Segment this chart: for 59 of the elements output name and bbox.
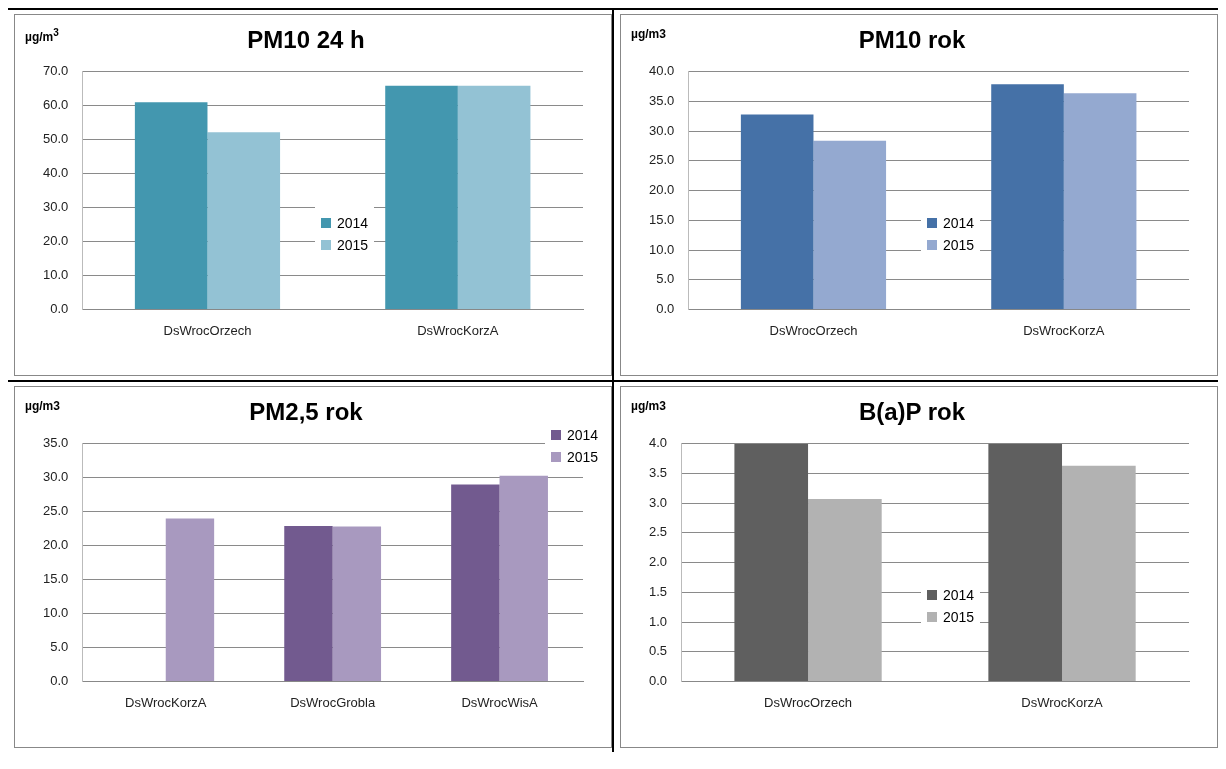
y-tick-label: 0.0 [50, 300, 69, 316]
legend-label: 2014 [943, 587, 975, 603]
x-tick-label: DsWrocGrobla [290, 694, 376, 710]
y-tick-label: 10.0 [42, 267, 69, 283]
y-tick-label: 2.5 [648, 524, 668, 540]
y-tick-label: 15.0 [42, 571, 69, 587]
y-tick-label: 0.0 [50, 672, 69, 688]
y-tick-label: 30.0 [42, 199, 69, 215]
y-tick-label: 20.0 [42, 233, 69, 249]
y-tick-label: 0.0 [648, 672, 668, 688]
y-tick-label: 15.0 [648, 211, 675, 227]
y-tick-label: 3.0 [648, 494, 668, 510]
chart-title: B(a)P rok [858, 398, 966, 426]
y-axis-title: µg/m3 [25, 399, 60, 413]
y-tick-label: 1.5 [648, 583, 668, 599]
legend-label: 2014 [337, 215, 369, 231]
y-tick-label: 0.5 [648, 643, 668, 659]
y-tick-label: 40.0 [42, 165, 69, 181]
y-tick-label: 5.0 [656, 271, 675, 287]
y-tick-label: 25.0 [42, 503, 69, 519]
y-tick-label: 50.0 [42, 131, 69, 147]
y-tick-label: 35.0 [42, 435, 69, 451]
y-axis-title: µg/m3 [631, 399, 666, 413]
y-tick-label: 30.0 [42, 469, 69, 485]
x-tick-label: DsWrocOrzech [764, 694, 852, 710]
y-tick-label: 25.0 [648, 152, 675, 168]
y-tick-label: 70.0 [42, 63, 69, 79]
y-tick-label: 60.0 [42, 97, 69, 113]
legend-label: 2015 [943, 237, 975, 253]
x-tick-label: DsWrocKorzA [125, 694, 207, 710]
y-tick-label: 20.0 [648, 182, 675, 198]
y-tick-label: 1.0 [648, 613, 668, 629]
legend-label: 2015 [567, 449, 599, 465]
legend-label: 2015 [337, 237, 369, 253]
y-tick-label: 10.0 [648, 241, 675, 257]
y-axis-title: µg/m$^{3}$ [25, 27, 59, 44]
chart-title: PM10 24 h [247, 26, 365, 54]
y-axis-title: µg/m3 [631, 27, 666, 41]
legend-label: 2014 [567, 427, 599, 443]
y-tick-label: 3.5 [648, 465, 668, 481]
x-tick-label: DsWrocOrzech [163, 322, 252, 338]
x-tick-label: DsWrocKorzA [1021, 694, 1104, 710]
x-tick-label: DsWrocWisA [461, 694, 539, 710]
y-tick-label: 2.0 [648, 554, 668, 570]
y-tick-label: 35.0 [648, 93, 675, 109]
x-tick-label: DsWrocKorzA [1023, 322, 1105, 338]
y-tick-label: 4.0 [648, 435, 668, 451]
y-tick-label: 10.0 [42, 605, 69, 621]
chart-title: PM2,5 rok [249, 398, 364, 426]
y-tick-label: 0.0 [656, 300, 675, 316]
legend-label: 2014 [943, 215, 975, 231]
legend-label: 2015 [943, 609, 975, 625]
x-tick-label: DsWrocOrzech [769, 322, 858, 338]
y-tick-label: 5.0 [50, 639, 69, 655]
y-tick-label: 40.0 [648, 63, 675, 79]
y-tick-label: 20.0 [42, 537, 69, 553]
chart-title: PM10 rok [858, 26, 966, 54]
x-tick-label: DsWrocKorzA [417, 322, 499, 338]
y-tick-label: 30.0 [648, 122, 675, 138]
